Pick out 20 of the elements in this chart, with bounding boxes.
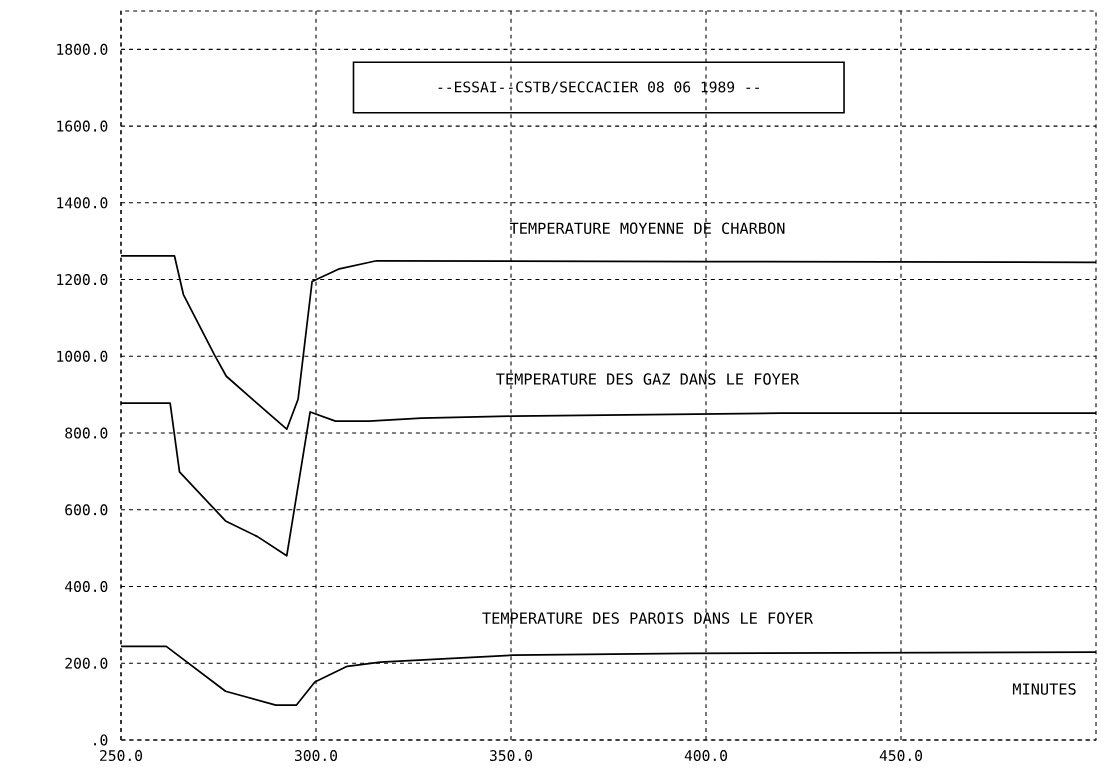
y-tick-label: 1600.0 <box>57 120 108 132</box>
y-tick-label: 1400.0 <box>57 197 108 209</box>
y-tick-label: 1200.0 <box>57 274 108 286</box>
x-tick-label: 300.0 <box>294 750 338 762</box>
x-tick-label: 400.0 <box>684 750 728 762</box>
series-label: TEMPERATURE MOYENNE DE CHARBON <box>509 222 785 235</box>
x-tick-label: 350.0 <box>489 750 533 762</box>
series-label: TEMPERATURE DES GAZ DANS LE FOYER <box>496 373 800 385</box>
y-tick-label: 1800.0 <box>57 43 108 55</box>
y-tick-label: 200.0 <box>65 657 108 669</box>
x-tick-label: 450.0 <box>879 750 923 762</box>
y-tick-label: 1000.0 <box>57 350 108 362</box>
series-label: TEMPERATURE DES PAROIS DANS LE FOYER <box>482 612 814 624</box>
x-tick-label: 250.0 <box>100 750 143 762</box>
y-tick-label: 800.0 <box>65 427 108 439</box>
y-tick-label: .0 <box>94 734 108 746</box>
text: --ESSAI--CSTB/SECCACIER 08 06 1989 -- <box>438 81 759 94</box>
x-axis-title: MINUTES <box>1012 683 1076 695</box>
y-tick-label: 400.0 <box>65 581 108 593</box>
y-tick-label: 600.0 <box>65 504 108 516</box>
